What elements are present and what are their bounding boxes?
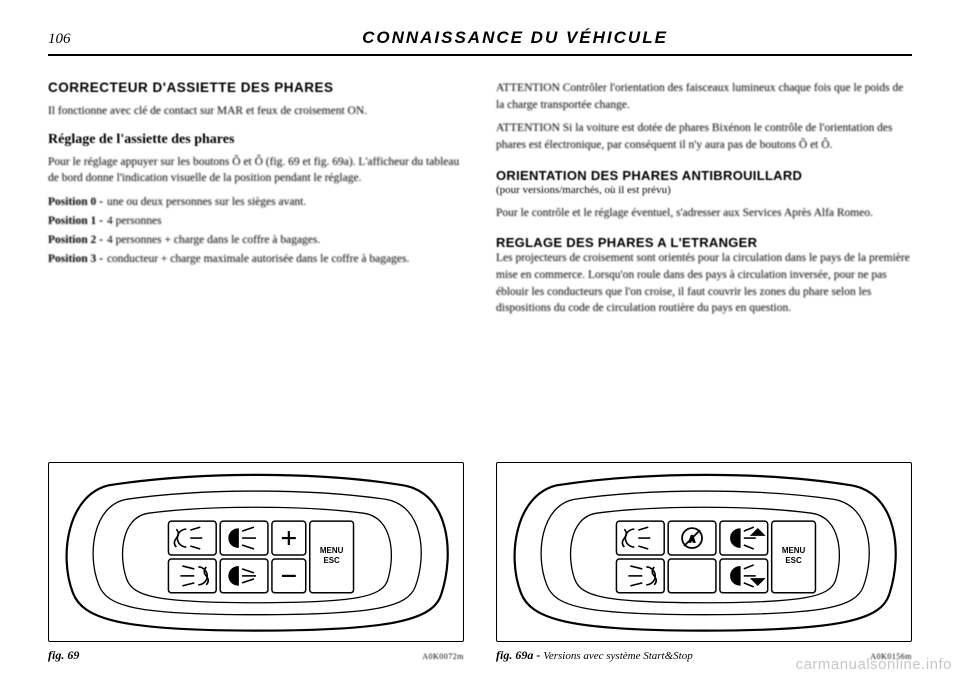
right-h2-sub: (pour versions/marchés, où il est prévu) (496, 183, 912, 199)
menu-esc-icon: MENU (782, 546, 806, 555)
caption-69: fig. 69 A0K0072m (48, 648, 464, 663)
position-3: Position 3 -conducteur + charge maximale… (48, 251, 464, 267)
svg-text:ESC: ESC (323, 556, 340, 565)
fig-label-69a: fig. 69a - (496, 648, 540, 662)
figure-row: MENU ESC fig. 69 A0K0072m (48, 462, 912, 663)
illustration-69: MENU ESC (48, 462, 464, 642)
attention-2: ATTENTION Si la voiture est dotée de pha… (496, 120, 912, 153)
page-number: 106 (48, 31, 118, 48)
right-h2: ORIENTATION DES PHARES ANTIBROUILLARD (496, 168, 912, 183)
illustration-69a: A MENU ESC (496, 462, 912, 642)
menu-esc-icon: MENU (320, 546, 344, 555)
right-h3: REGLAGE DES PHARES A L'ETRANGER (496, 235, 912, 250)
content-columns: CORRECTEUR D'ASSIETTE DES PHARES Il fonc… (48, 80, 912, 324)
fig-note-69a: Versions avec système Start&Stop (543, 650, 692, 662)
figure-69a: A MENU ESC fig. 69a - (496, 462, 912, 663)
position-2: Position 2 -4 personnes + charge dans le… (48, 232, 464, 248)
panel-svg-69: MENU ESC (49, 463, 463, 641)
right-column: ATTENTION Contrôler l'orientation des fa… (496, 80, 912, 324)
left-intro: Il fonctionne avec clé de contact sur MA… (48, 103, 464, 120)
svg-text:ESC: ESC (785, 556, 802, 565)
left-column: CORRECTEUR D'ASSIETTE DES PHARES Il fonc… (48, 80, 464, 324)
right-p3: Les projecteurs de croisement sont orien… (496, 250, 912, 317)
position-1: Position 1 -4 personnes (48, 213, 464, 229)
left-heading: CORRECTEUR D'ASSIETTE DES PHARES (48, 80, 464, 95)
figure-69: MENU ESC fig. 69 A0K0072m (48, 462, 464, 663)
page: 106 CONNAISSANCE DU VÉHICULE CORRECTEUR … (0, 0, 960, 677)
header-title: CONNAISSANCE DU VÉHICULE (118, 28, 912, 48)
position-0: Position 0 -une ou deux personnes sur le… (48, 194, 464, 210)
page-header: 106 CONNAISSANCE DU VÉHICULE (48, 28, 912, 56)
panel-svg-69a: A MENU ESC (497, 463, 911, 641)
attention-1: ATTENTION Contrôler l'orientation des fa… (496, 80, 912, 113)
fig-label-69: fig. 69 (48, 648, 79, 663)
left-p1: Pour le réglage appuyer sur les boutons … (48, 154, 464, 187)
fig-ref-69a: A0K0156m (870, 652, 912, 661)
caption-69a: fig. 69a - Versions avec système Start&S… (496, 648, 912, 663)
svg-text:A: A (689, 535, 695, 544)
right-p2: Pour le contrôle et le réglage éventuel,… (496, 205, 912, 222)
fig-ref-69: A0K0072m (422, 652, 464, 661)
left-subheading: Réglage de l'assiette des phares (48, 132, 464, 148)
